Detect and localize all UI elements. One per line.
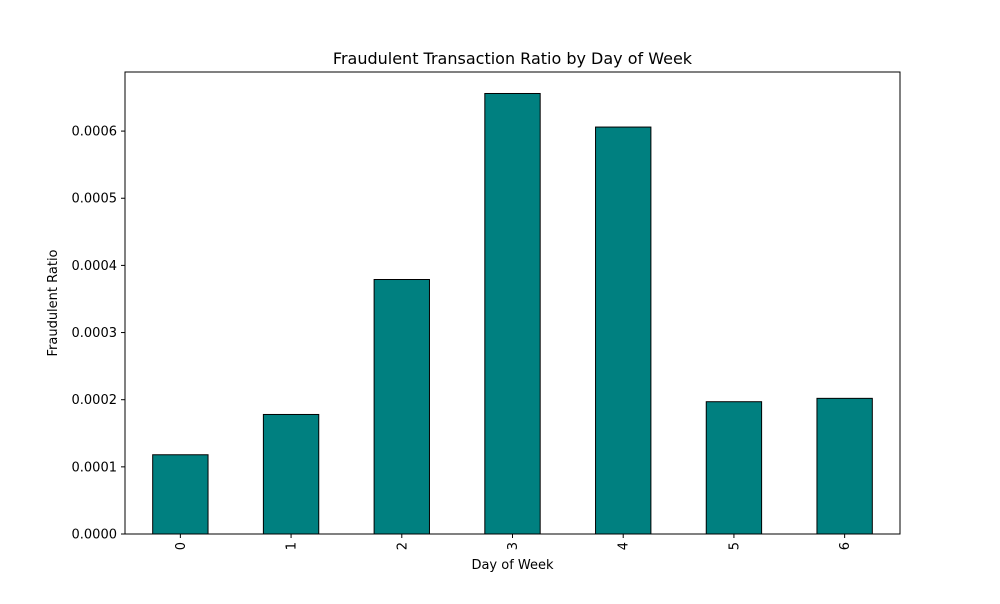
plot-frame xyxy=(124,71,901,535)
y-tick-label: 0.0004 xyxy=(72,259,118,274)
x-tick-label: 6 xyxy=(838,542,853,550)
bar-0 xyxy=(152,454,209,535)
x-tick-label: 3 xyxy=(506,542,521,550)
bar-2 xyxy=(373,279,430,535)
chart-title: Fraudulent Transaction Ratio by Day of W… xyxy=(333,49,693,68)
y-tick-label: 0.0006 xyxy=(72,125,118,140)
y-tick-label: 0.0005 xyxy=(72,192,118,207)
y-tick-label: 0.0000 xyxy=(72,528,118,543)
y-axis-label: Fraudulent Ratio xyxy=(46,249,61,356)
x-tick-label: 1 xyxy=(285,542,300,550)
x-tick-label: 2 xyxy=(395,542,410,550)
y-tick-label: 0.0001 xyxy=(72,460,118,475)
x-tick-label: 4 xyxy=(617,542,632,550)
x-axis-label: Day of Week xyxy=(471,558,554,573)
bar-6 xyxy=(816,397,873,535)
y-tick-label: 0.0002 xyxy=(72,393,118,408)
bar-1 xyxy=(262,413,320,535)
bar-3 xyxy=(484,92,541,535)
bar-5 xyxy=(705,401,763,535)
x-tick-label: 5 xyxy=(727,542,742,550)
bar-4 xyxy=(595,126,652,535)
plot-area: 0.0000 0.0001 0.0002 0.0003 0.0004 0.0005 0.00… xyxy=(72,71,901,550)
y-tick-label: 0.0003 xyxy=(72,326,118,341)
x-tick-label: 0 xyxy=(174,542,189,550)
